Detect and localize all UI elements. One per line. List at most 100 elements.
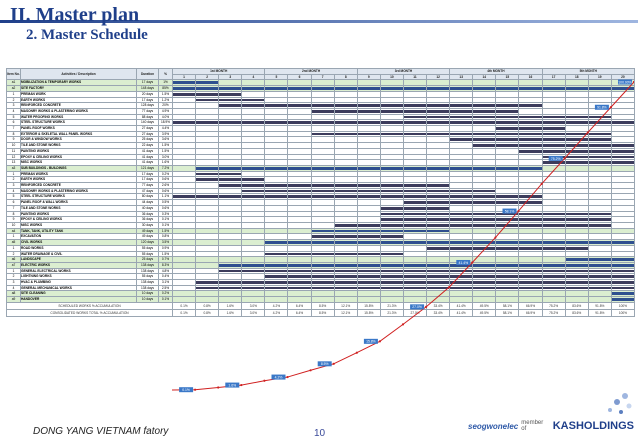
gantt-bar [589,212,611,216]
gantt-bar [543,286,565,290]
gantt-bar [312,87,334,90]
week-cell [610,182,636,189]
s-curve-point [309,369,312,372]
table-row: 9 EPOXY & CEILING WORKS 36 days 0.1% [6,216,636,223]
gantt-bar [519,218,542,221]
week-cell [426,187,451,195]
curve-label-box [317,361,332,367]
gantt-bar [381,275,403,279]
gantt-bar [450,189,472,193]
week-cell [518,222,543,229]
gantt-bar [496,144,518,147]
gantt-bar [450,286,472,290]
gantt-bar [473,212,495,216]
gantt-bar [450,241,472,244]
gantt-bar [288,252,311,256]
gantt-bar [196,281,218,284]
gantt-bar [589,87,611,90]
gantt-bar [219,98,241,102]
table-row: a9 HANDOVER 10 days 0.1% [6,296,636,303]
gantt-bar [335,263,357,267]
gantt-bar [543,269,565,273]
footer-consolidated-row: CONSOLIDATED WORKS TOTAL % ACCUMULATION 0… [6,308,636,317]
gantt-bar [312,286,334,290]
gantt-bar [589,263,611,267]
gantt-bar [450,195,472,199]
gantt-bar [612,87,634,90]
gantt-bar [566,246,588,250]
gantt-bar [358,269,380,273]
gantt-bar [312,263,334,267]
footer-value: 66.9% [518,308,543,317]
curve-label: 58.1% [505,209,515,213]
gantt-bar [196,81,218,85]
gantt-bar [173,195,195,199]
gantt-bar [496,138,518,142]
gantt-bar [473,195,495,199]
gantt-bar [288,184,311,187]
gantt-bar [173,81,195,85]
gantt-bar [543,149,565,153]
gantt-bar [543,281,565,284]
gantt-bar [242,98,264,102]
gantt-bar [265,252,287,256]
gantt-bar [427,206,449,210]
week-cell [518,136,543,144]
curve-label-box [271,374,286,380]
gantt-bar [612,241,634,244]
gantt-bar [404,195,426,199]
gantt-bar [427,281,449,284]
gantt-bar [219,166,241,170]
gantt-bar [196,172,218,176]
gantt-bar [519,144,542,147]
gantt-bar [404,212,426,216]
gantt-bar [381,252,403,256]
s-curve-overlay: 100.00% 91.8% 75.2% 58.1% 41.4% 27.0% 15.8% 8.5… [171,79,634,393]
gantt-bar [358,109,380,113]
gantt-bar [496,281,518,284]
gantt-bar [335,121,357,125]
gantt-bar [473,218,495,221]
gantt-bar [450,115,472,119]
gantt-bar [543,223,565,227]
week-cell [426,136,451,144]
gantt-bar [543,115,565,119]
week-cell [426,244,451,252]
gantt-bar [242,166,264,170]
gantt-bar [427,212,449,216]
header-percent: % [158,67,173,81]
gantt-bar [427,109,449,113]
gantt-bar [473,263,495,267]
gantt-bar [335,286,357,290]
gantt-bar [265,275,287,279]
gantt-bar [566,87,588,90]
table-row: 8 EXTERIOR & SKELETAL WALL PANEL WORKS 27 … [6,130,636,138]
gantt-bar [612,269,634,273]
gantt-bar [335,241,357,244]
gantt-bar [473,275,495,279]
gantt-bar [288,166,311,170]
curve-label-box [502,208,517,214]
gantt-bar [427,275,449,279]
gantt-bar [404,115,426,119]
curve-label: 4.2% [275,375,283,379]
s-curve-point [286,375,289,379]
week-cell [426,210,451,218]
gantt-bar [566,241,588,244]
week-cell [610,176,636,184]
week-cell [426,159,451,166]
week-cell [426,227,451,235]
curve-label: 75.2% [551,157,561,161]
gantt-bar [219,269,241,273]
gantt-bar [543,241,565,244]
gantt-bar [496,241,518,244]
gantt-bar [612,292,634,296]
gantt-bar [519,286,542,290]
gantt-bar [519,115,542,119]
seogwon-logo: seogwonelec [468,421,519,431]
header-rule [0,20,638,23]
gantt-bar [335,195,357,199]
gantt-bar [219,121,241,125]
gantt-bar [358,104,380,107]
gantt-bar [288,286,311,290]
